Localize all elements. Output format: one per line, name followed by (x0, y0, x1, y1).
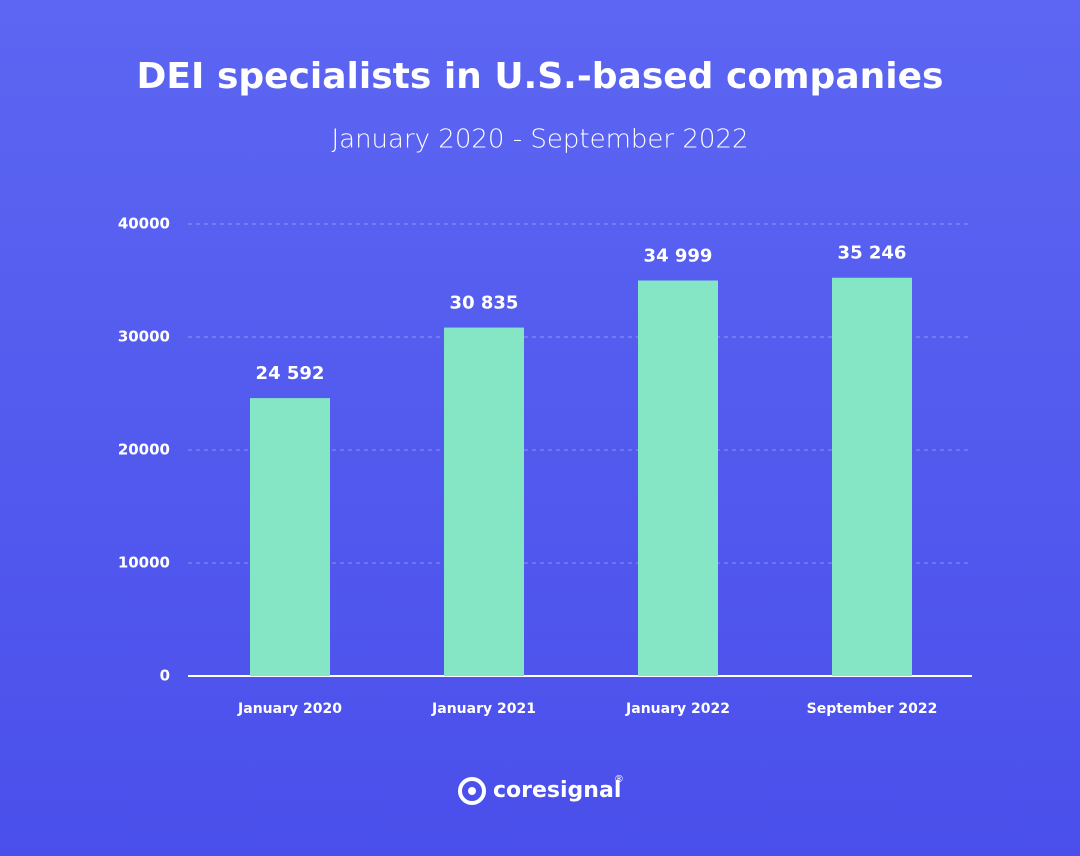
bar (832, 277, 912, 676)
x-tick-label: September 2022 (807, 701, 938, 717)
value-label: 24 592 (256, 363, 325, 384)
bar (638, 280, 718, 676)
logo-icon-dot (468, 787, 476, 795)
x-tick-label: January 2020 (237, 701, 342, 717)
y-tick-label: 20000 (118, 441, 170, 459)
y-tick-label: 30000 (118, 328, 170, 346)
chart-title: DEI specialists in U.S.-based companies (137, 56, 944, 97)
value-label: 35 246 (838, 243, 907, 264)
chart-subtitle: January 2020 - September 2022 (331, 125, 748, 155)
logo: coresignal ® (458, 774, 624, 805)
x-tick-label: January 2022 (625, 701, 730, 717)
y-tick-label: 10000 (118, 554, 170, 572)
y-tick-label: 40000 (118, 215, 170, 233)
logo-text: coresignal (493, 778, 621, 803)
value-label: 34 999 (644, 246, 713, 267)
value-label: 30 835 (450, 293, 519, 314)
y-tick-label: 0 (160, 667, 170, 685)
logo-icon (458, 777, 486, 805)
bar (444, 327, 524, 676)
bar (250, 398, 330, 676)
x-tick-label: January 2021 (431, 701, 536, 717)
logo-mark: ® (614, 774, 624, 785)
